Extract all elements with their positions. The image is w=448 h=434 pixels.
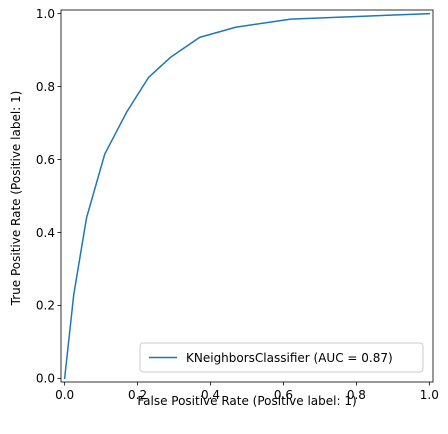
x-axis-ticks: 0.0 0.2 0.4 0.6 0.8 1.0 (55, 382, 439, 402)
y-tick-label: 0.6 (36, 153, 55, 167)
x-tick-label: 0.6 (274, 388, 293, 402)
y-tick-label: 0.8 (36, 80, 55, 94)
plot-frame (60, 9, 434, 383)
y-tick-label: 0.4 (36, 226, 55, 240)
x-tick-label: 0.2 (128, 388, 147, 402)
y-axis-ticks: 0.0 0.2 0.4 0.6 0.8 1.0 (36, 7, 61, 386)
roc-curve-line (63, 12, 431, 380)
y-axis-label: True Positive Rate (Positive label: 1) (9, 91, 23, 307)
legend: KNeighborsClassifier (AUC = 0.87) (139, 342, 424, 373)
legend-box (139, 342, 424, 373)
plot-area (60, 9, 434, 383)
legend-label: KNeighborsClassifier (AUC = 0.87) (186, 351, 393, 365)
y-tick-label: 0.2 (36, 299, 55, 313)
x-tick-label: 1.0 (420, 388, 439, 402)
x-tick-label: 0.4 (201, 388, 220, 402)
x-tick-label: 0.8 (347, 388, 366, 402)
x-tick-label: 0.0 (55, 388, 74, 402)
y-tick-label: 1.0 (36, 7, 55, 21)
x-axis-label: False Positive Rate (Positive label: 1) (137, 394, 356, 408)
y-tick-label: 0.0 (36, 372, 55, 386)
